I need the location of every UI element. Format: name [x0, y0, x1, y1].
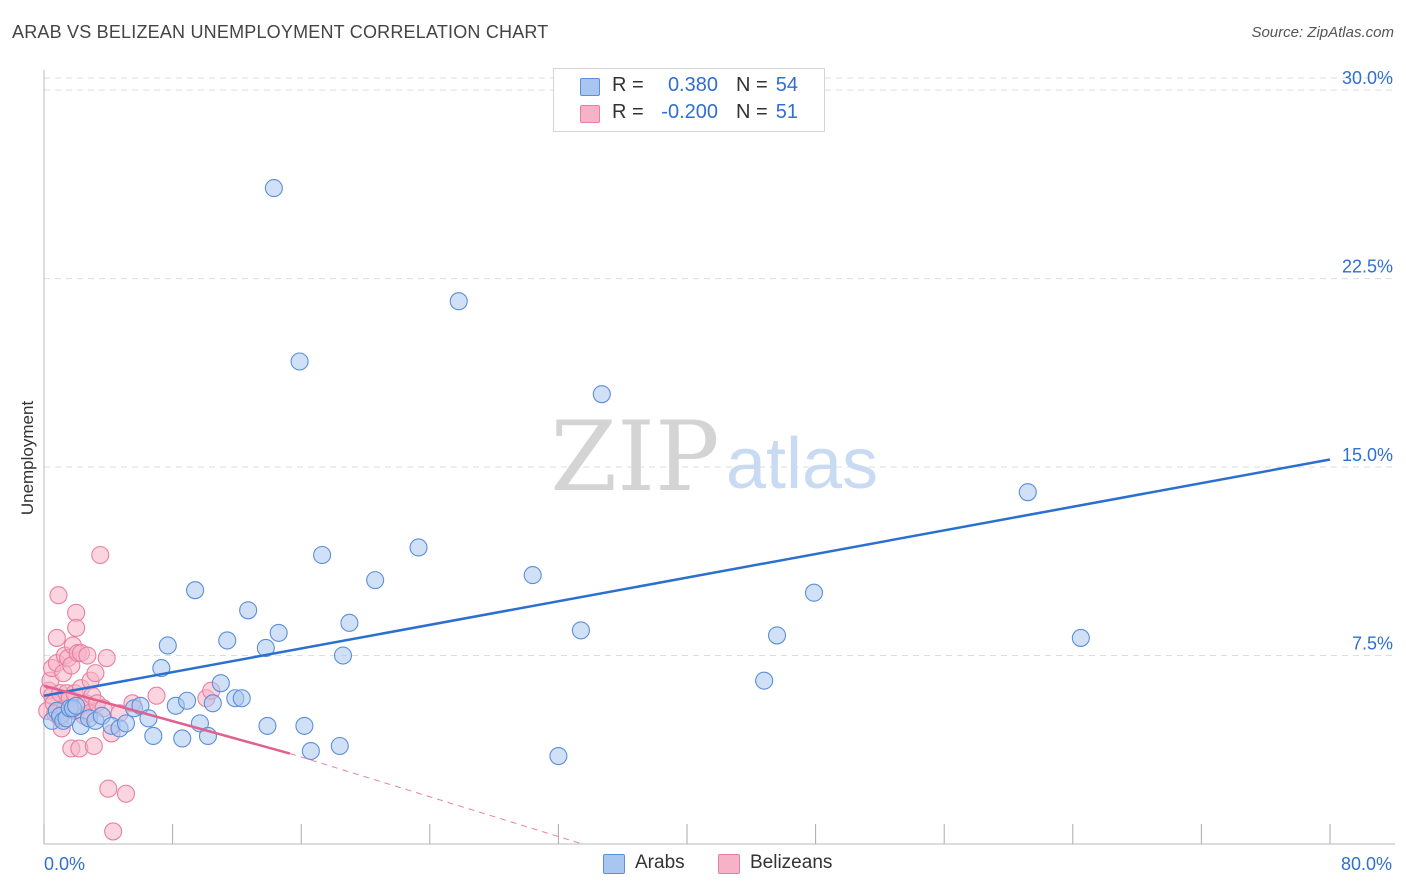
- belizeans-trend-line: [43, 684, 291, 755]
- grid-lines: [44, 77, 1395, 657]
- arabs-point: [173, 729, 192, 748]
- arabs-point: [67, 696, 86, 715]
- belizeans-point: [99, 779, 118, 798]
- arabs-point: [409, 538, 428, 557]
- belizeans-point: [78, 646, 97, 665]
- belizeans-swatch: [580, 105, 600, 123]
- legend-row-arabs: R = 0.380 N = 54: [554, 74, 824, 100]
- arabs-swatch: [580, 78, 600, 96]
- arabs-point: [1071, 628, 1090, 647]
- belizeans-legend-swatch: [718, 854, 740, 874]
- belizeans-point: [67, 603, 86, 622]
- arabs-point: [186, 581, 205, 600]
- belizeans-r-value: -0.200: [661, 101, 718, 123]
- arabs-point: [295, 716, 314, 735]
- arabs-point: [330, 736, 349, 756]
- arabs-point: [1018, 483, 1037, 502]
- correlation-legend: R = 0.380 N = 54 R = -0.200 N = 51: [553, 68, 825, 132]
- belizeans-point: [67, 618, 86, 637]
- arabs-legend-swatch: [603, 854, 625, 874]
- arabs-point: [290, 352, 309, 371]
- belizeans-trend-extension: [289, 753, 583, 845]
- y-tick-label: 22.5%: [1342, 257, 1393, 277]
- arabs-points: [42, 179, 1090, 766]
- belizeans-point: [116, 784, 136, 803]
- watermark-zip: ZIP: [550, 401, 719, 513]
- arabs-point: [256, 638, 275, 658]
- belizeans-n-value: 51: [775, 101, 798, 123]
- arabs-point: [158, 636, 177, 655]
- x-tick-label: 0.0%: [44, 854, 85, 874]
- arabs-legend-label: Arabs: [635, 852, 685, 873]
- arabs-point: [178, 691, 197, 710]
- belizeans-point: [104, 822, 123, 841]
- belizeans-r-label: R =: [612, 101, 644, 123]
- x-tick-label: 80.0%: [1341, 854, 1392, 874]
- belizeans-point: [49, 586, 68, 605]
- arabs-r-value: 0.380: [667, 74, 718, 96]
- belizeans-n-label: N =: [736, 101, 768, 123]
- arabs-point: [144, 726, 163, 745]
- arabs-point: [239, 601, 258, 620]
- belizeans-point: [97, 648, 116, 668]
- arabs-point: [301, 741, 320, 761]
- belizeans-point: [91, 545, 110, 565]
- arabs-point: [333, 646, 353, 665]
- arabs-point: [313, 545, 332, 565]
- arabs-point: [571, 621, 590, 640]
- arabs-point: [211, 674, 230, 693]
- arabs-n-value: 54: [775, 74, 798, 96]
- belizeans-legend-label: Belizeans: [750, 852, 833, 873]
- arabs-point: [264, 179, 283, 198]
- chart-title: ARAB VS BELIZEAN UNEMPLOYMENT CORRELATIO…: [12, 22, 549, 42]
- arabs-trend-line: [43, 458, 1331, 697]
- arabs-point: [218, 631, 237, 650]
- arabs-point: [523, 566, 542, 585]
- belizeans-point: [147, 686, 166, 705]
- arabs-point: [203, 694, 222, 713]
- arabs-point: [755, 671, 774, 690]
- trend-lines: [43, 458, 1331, 845]
- watermark-atlas: atlas: [726, 424, 878, 504]
- legend-row-belizeans: R = -0.200 N = 51: [554, 101, 824, 127]
- arabs-n-label: N =: [736, 74, 768, 96]
- arabs-point: [232, 689, 251, 708]
- arabs-point: [116, 714, 136, 733]
- arabs-r-label: R =: [612, 74, 644, 96]
- arabs-point: [592, 385, 611, 404]
- arabs-point: [258, 716, 277, 735]
- arabs-point: [269, 623, 288, 642]
- watermark: ZIP atlas: [550, 401, 878, 513]
- tick-labels: 7.5% 15.0% 22.5% 30.0% 0.0% 80.0%: [44, 68, 1393, 874]
- arabs-point: [366, 571, 385, 590]
- arabs-point: [767, 626, 787, 645]
- belizeans-point: [84, 736, 103, 756]
- y-tick-label: 30.0%: [1342, 68, 1393, 88]
- arabs-point: [804, 583, 824, 602]
- belizeans-point: [47, 628, 66, 647]
- arabs-point: [449, 292, 468, 311]
- source-label: Source: ZipAtlas.com: [1251, 24, 1394, 41]
- arabs-point: [549, 746, 568, 766]
- y-tick-label: 7.5%: [1352, 634, 1393, 654]
- belizeans-point: [86, 664, 105, 683]
- y-tick-label: 15.0%: [1342, 445, 1393, 465]
- arabs-point: [340, 613, 359, 632]
